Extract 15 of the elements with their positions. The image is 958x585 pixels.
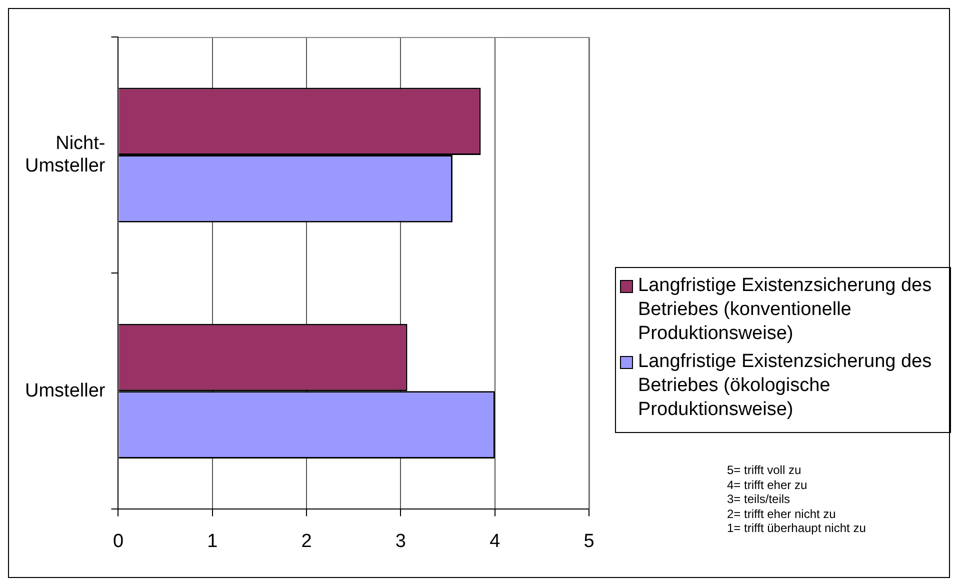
legend-label: Langfristige Existenzsicherung des Betriebes (ökologische Produktionsweise) [638,350,933,422]
x-tick-label: 2 [301,530,312,552]
x-tick-label: 4 [490,530,501,552]
x-tick-label: 5 [584,530,594,552]
x-tick-label: 3 [395,530,406,552]
text: 2= trifft eher nicht zu [727,506,837,521]
text: 1= trifft überhaupt nicht zu [727,521,866,536]
y-tick-label: Umsteller [24,380,106,402]
x-tick-label: 0 [112,530,124,552]
text: 4= trifft eher zu [727,478,808,492]
legend-label: Langfristige Existenzsicherung des Betriebes (konventionelle Produktionsweise) [638,274,933,346]
x-tick-label: 1 [207,530,218,552]
text: 5= trifft voll zu [727,463,802,478]
y-tick-label: Nicht-Umsteller [24,132,106,177]
text: 3= teils/teils [727,492,792,506]
